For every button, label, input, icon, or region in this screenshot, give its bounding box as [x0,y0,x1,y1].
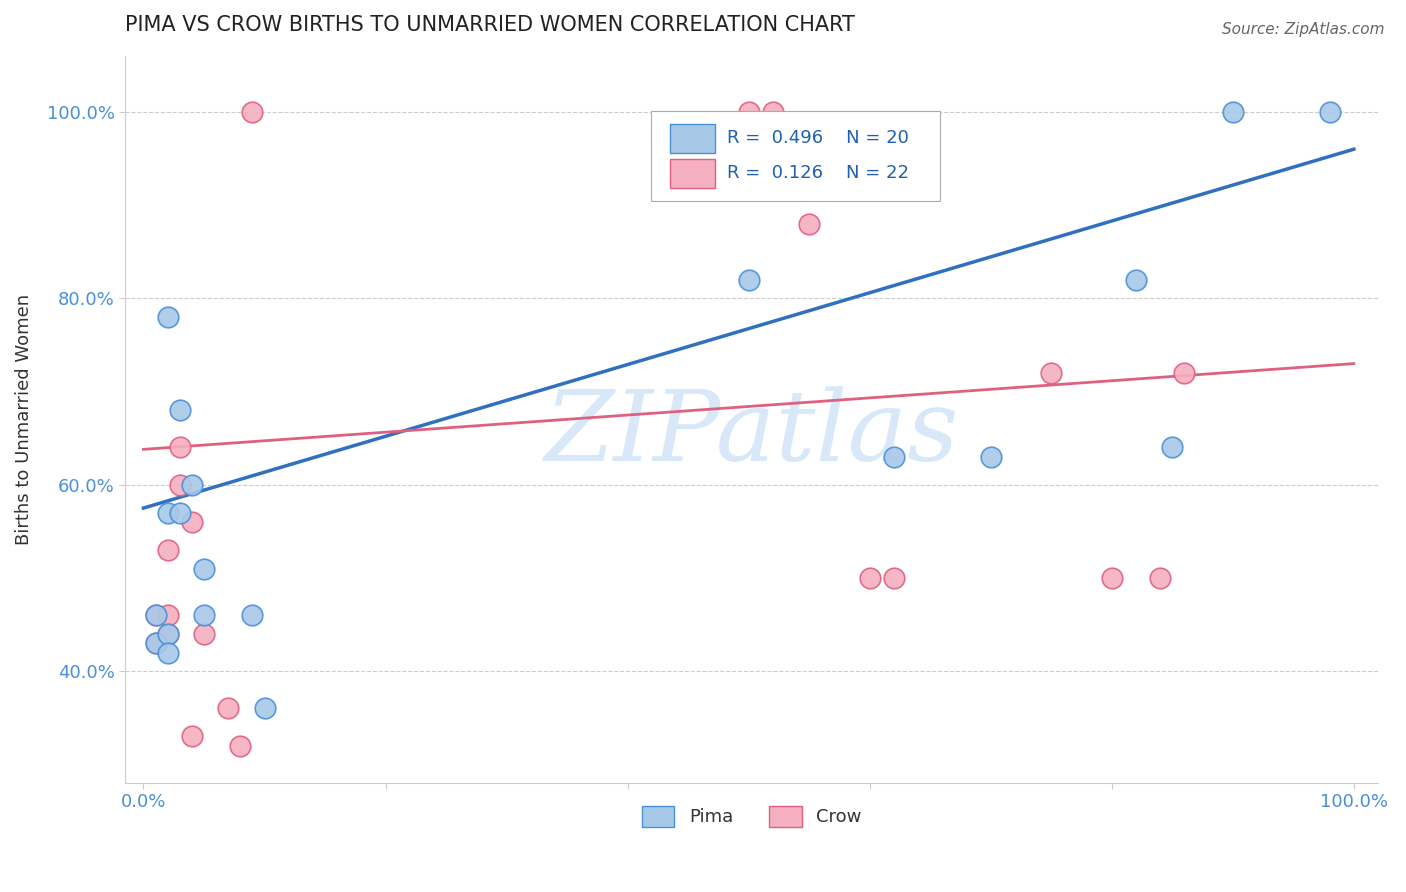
Point [762,104,785,119]
Text: PIMA VS CROW BIRTHS TO UNMARRIED WOMEN CORRELATION CHART: PIMA VS CROW BIRTHS TO UNMARRIED WOMEN C… [125,15,855,35]
Point [180,730,202,744]
Text: R =  0.126    N = 22: R = 0.126 N = 22 [727,164,908,182]
Point [1125,273,1147,287]
Point [193,562,215,576]
Point [883,450,905,464]
Point [253,701,276,715]
Point [193,627,215,641]
Point [1319,104,1341,119]
Point [156,646,179,660]
Point [1222,104,1244,119]
Point [242,608,264,623]
Point [156,627,179,641]
Point [169,403,191,417]
Point [229,739,252,753]
Point [883,571,905,585]
Point [799,217,821,231]
Point [156,506,179,520]
Y-axis label: Births to Unmarried Women: Births to Unmarried Women [15,294,32,545]
Point [217,701,239,715]
Point [169,506,191,520]
Point [1173,366,1195,380]
Point [242,104,264,119]
Point [145,608,167,623]
Point [180,477,202,491]
Point [859,571,882,585]
FancyBboxPatch shape [671,124,716,153]
Point [1101,571,1123,585]
Point [180,515,202,529]
Point [737,104,759,119]
Point [156,310,179,324]
Point [193,608,215,623]
Point [1161,441,1184,455]
Legend: Pima, Crow: Pima, Crow [633,797,870,836]
Point [145,608,167,623]
FancyBboxPatch shape [671,159,716,187]
Point [156,608,179,623]
Point [145,636,167,650]
Point [145,636,167,650]
Point [1149,571,1171,585]
FancyBboxPatch shape [651,111,939,202]
Point [156,543,179,558]
Point [980,450,1002,464]
Text: ZIPatlas: ZIPatlas [544,386,959,482]
Point [1040,366,1063,380]
Point [169,441,191,455]
Point [156,627,179,641]
Point [737,273,759,287]
Point [169,477,191,491]
Text: R =  0.496    N = 20: R = 0.496 N = 20 [727,129,908,147]
Text: Source: ZipAtlas.com: Source: ZipAtlas.com [1222,22,1385,37]
